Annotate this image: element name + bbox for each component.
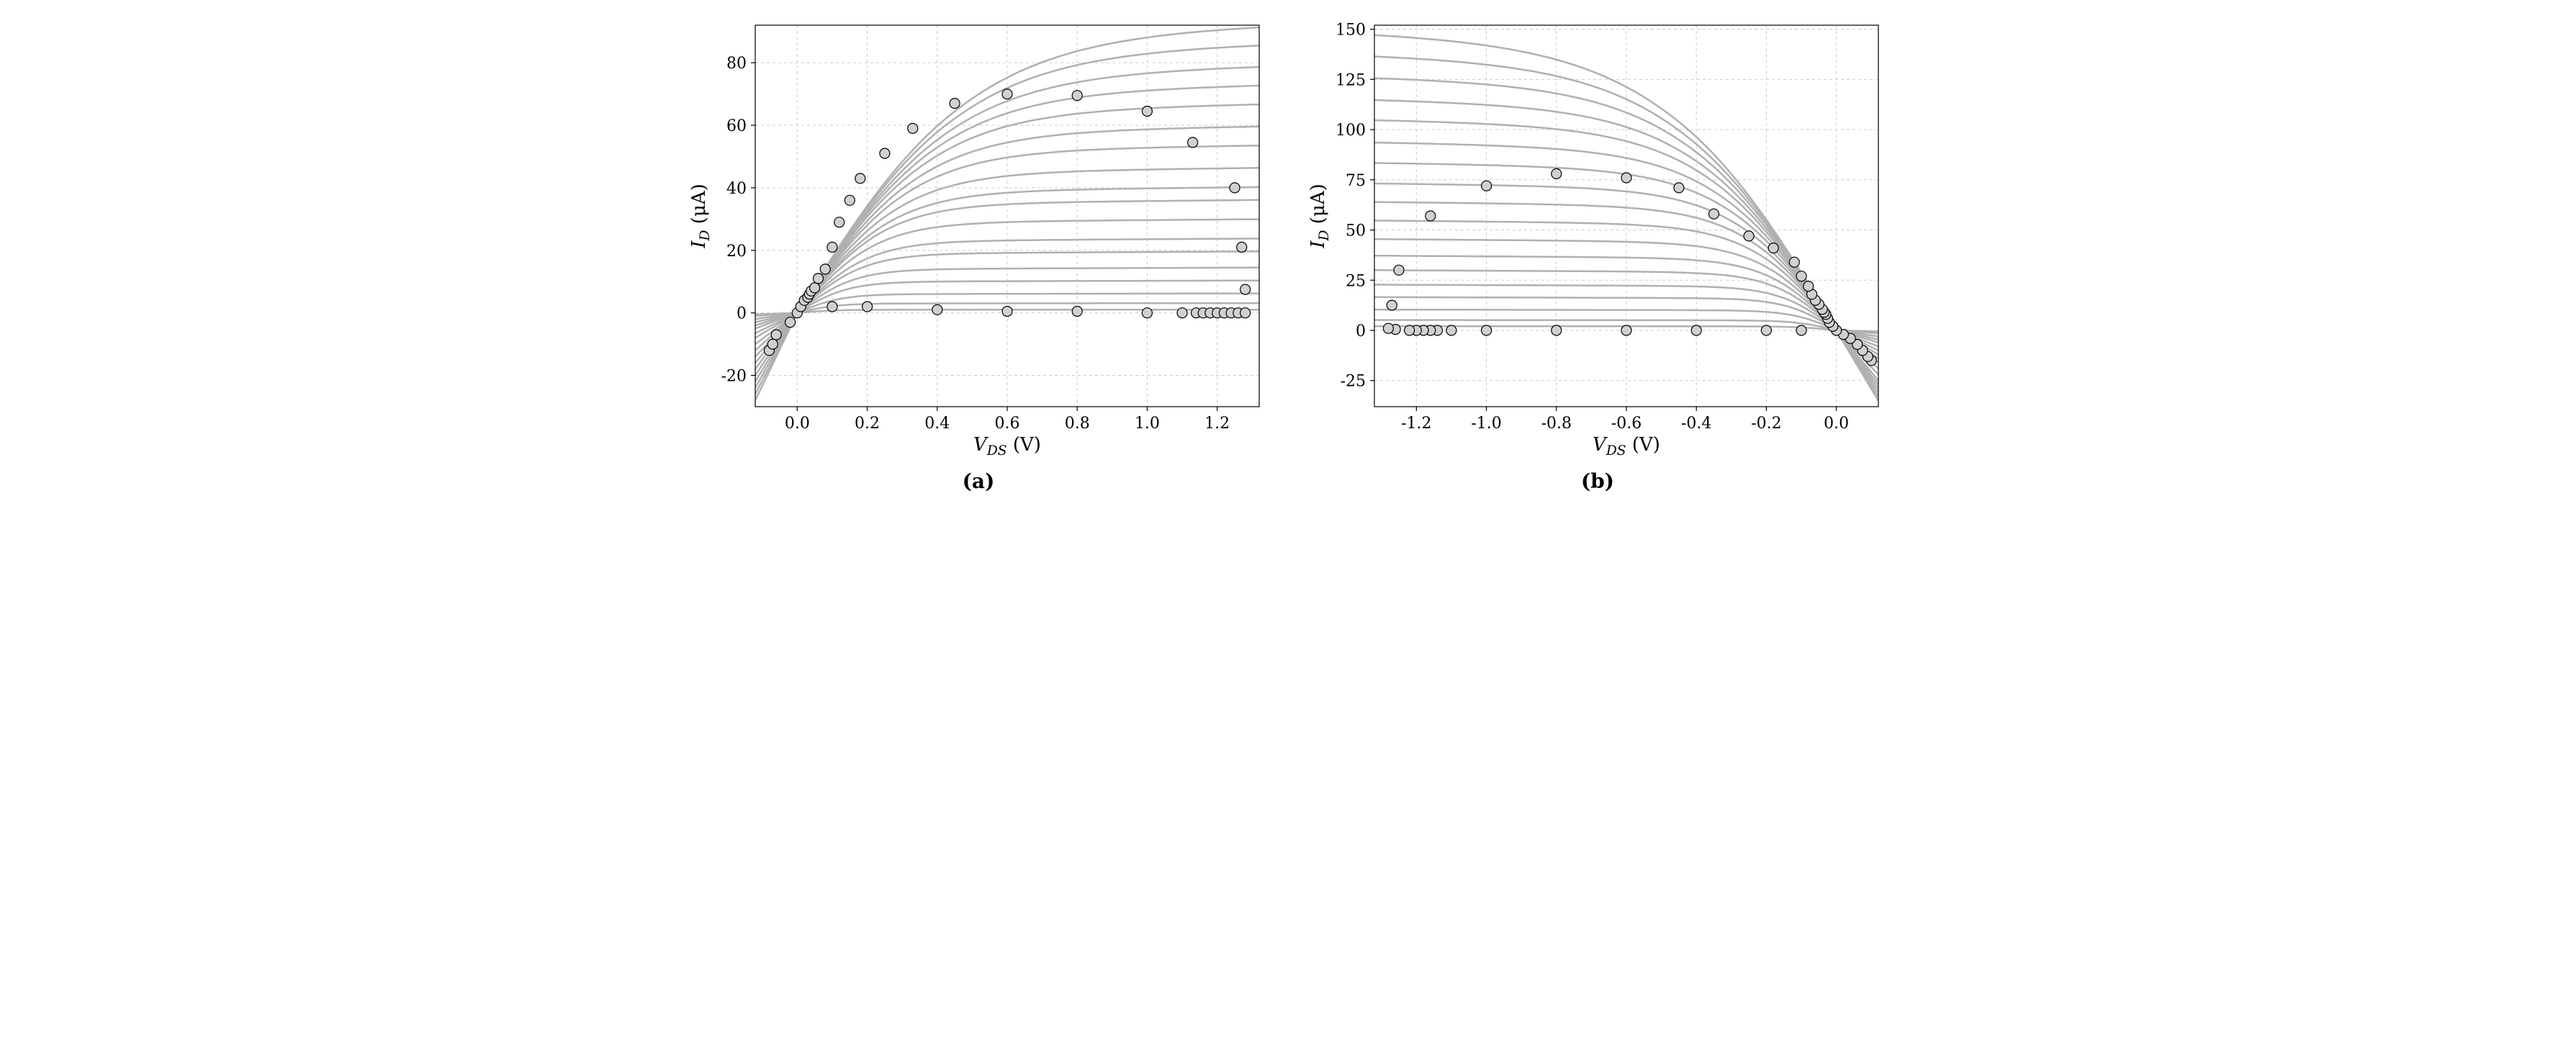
svg-text:1.2: 1.2: [1204, 415, 1230, 433]
svg-text:1.0: 1.0: [1135, 415, 1160, 433]
svg-text:0.8: 0.8: [1065, 415, 1090, 433]
svg-text:-0.4: -0.4: [1681, 415, 1711, 433]
subplot-a: 0.0 0.2 0.4 0.6 0.8 1.0 1.2 -20 0 20 40 60 80 VDS (V)…: [683, 14, 1274, 493]
svg-text:0.0: 0.0: [785, 415, 810, 433]
svg-text:VDS (V): VDS (V): [973, 434, 1041, 458]
svg-text:-20: -20: [721, 368, 747, 386]
svg-text:0: 0: [737, 305, 747, 323]
svg-text:0.2: 0.2: [855, 415, 880, 433]
svg-text:75: 75: [1346, 172, 1366, 190]
svg-text:50: 50: [1346, 222, 1366, 240]
svg-text:ID (μA): ID (μA): [688, 184, 713, 249]
svg-text:ID (μA): ID (μA): [1307, 184, 1332, 249]
svg-text:0.0: 0.0: [1824, 415, 1849, 433]
svg-text:80: 80: [726, 55, 747, 73]
svg-text:-1.0: -1.0: [1471, 415, 1501, 433]
svg-text:VDS (V): VDS (V): [1593, 434, 1660, 458]
sublabel-b: (b): [1581, 469, 1614, 493]
svg-text:-0.8: -0.8: [1541, 415, 1572, 433]
svg-text:125: 125: [1336, 71, 1366, 89]
svg-text:-0.2: -0.2: [1751, 415, 1781, 433]
svg-text:100: 100: [1336, 122, 1366, 140]
svg-text:-25: -25: [1341, 373, 1366, 391]
chart-b: -1.2 -1.0 -0.8 -0.6 -0.4 -0.2 0.0 -25 0 25 50 75 100…: [1302, 14, 1893, 461]
svg-text:0.6: 0.6: [995, 415, 1020, 433]
svg-text:20: 20: [726, 243, 747, 261]
svg-text:-0.6: -0.6: [1611, 415, 1641, 433]
svg-text:0.4: 0.4: [924, 415, 950, 433]
svg-text:150: 150: [1336, 22, 1366, 40]
svg-text:25: 25: [1346, 272, 1366, 290]
figure-container: 0.0 0.2 0.4 0.6 0.8 1.0 1.2 -20 0 20 40 60 80 VDS (V)…: [14, 14, 2562, 493]
sublabel-a: (a): [963, 469, 995, 493]
svg-text:40: 40: [726, 180, 747, 198]
svg-text:60: 60: [726, 117, 747, 135]
svg-text:0: 0: [1356, 322, 1366, 340]
svg-text:-1.2: -1.2: [1401, 415, 1431, 433]
subplot-b: -1.2 -1.0 -0.8 -0.6 -0.4 -0.2 0.0 -25 0 25 50 75 100…: [1302, 14, 1893, 493]
chart-a: 0.0 0.2 0.4 0.6 0.8 1.0 1.2 -20 0 20 40 60 80 VDS (V)…: [683, 14, 1274, 461]
